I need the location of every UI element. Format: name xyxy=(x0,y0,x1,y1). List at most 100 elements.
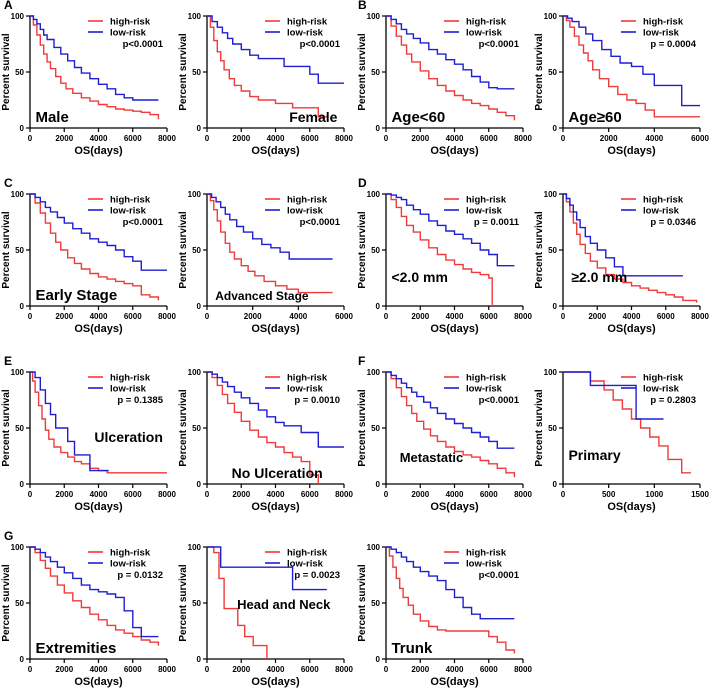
p-value-label: p<0.0001 xyxy=(300,217,341,228)
y-axis-title: Percent survival xyxy=(1,389,12,466)
x-axis-title: OS(days) xyxy=(74,501,123,513)
high-risk-curve xyxy=(207,15,327,118)
high-risk-curve xyxy=(30,371,167,474)
x-tick-label: 8000 xyxy=(335,134,353,143)
panel-letter: D xyxy=(358,176,367,190)
km-panel: 0 50 100 0 2000 4000 6000 8000 Percent survival O… xyxy=(178,12,353,157)
subgroup-label: Early Stage xyxy=(35,287,117,304)
y-tick-label: 0 xyxy=(376,655,381,664)
x-tick-label: 2000 xyxy=(232,134,250,143)
y-tick-label: 100 xyxy=(11,543,25,552)
x-tick-label: 2000 xyxy=(411,312,429,321)
y-tick-label: 100 xyxy=(544,190,558,199)
low-risk-curve xyxy=(386,193,515,267)
legend-label: high-risk xyxy=(110,373,151,384)
x-tick-label: 8000 xyxy=(514,312,532,321)
km-panel: 0 50 100 0 2000 4000 6000 8000 Percent survival O… xyxy=(1,354,176,513)
subgroup-label: Trunk xyxy=(391,640,432,657)
km-panel: 0 50 100 0 2000 4000 6000 8000 Percent survival O… xyxy=(1,529,176,688)
y-tick-label: 100 xyxy=(188,12,202,21)
x-tick-label: 6000 xyxy=(124,665,142,674)
legend-label: low-risk xyxy=(287,559,324,570)
km-panel: 0 50 100 0 2000 4000 6000 8000 Percent survival O… xyxy=(357,354,532,513)
p-value-label: p = 0.2803 xyxy=(650,395,696,406)
legend-label: low-risk xyxy=(110,28,147,39)
high-risk-curve xyxy=(207,546,268,659)
km-panel: 0 50 100 0 2000 4000 6000 8000 Percent survival O… xyxy=(357,543,532,688)
km-panel: 0 50 100 0 2000 4000 6000 8000 Percent survival O… xyxy=(1,0,176,157)
x-tick-label: 8000 xyxy=(158,312,176,321)
x-tick-label: 6000 xyxy=(124,134,142,143)
subgroup-label: Advanced Stage xyxy=(215,289,309,303)
x-axis-title: OS(days) xyxy=(251,323,300,335)
p-value-label: p<0.0001 xyxy=(300,39,341,50)
legend-label: high-risk xyxy=(287,195,328,206)
low-risk-curve xyxy=(386,371,515,449)
y-tick-label: 50 xyxy=(371,246,380,255)
low-risk-curve xyxy=(563,371,664,420)
p-value-label: p = 0.0023 xyxy=(294,570,340,581)
legend-label: low-risk xyxy=(466,384,503,395)
legend-label: high-risk xyxy=(466,195,507,206)
y-tick-label: 100 xyxy=(367,190,381,199)
y-tick-label: 0 xyxy=(20,480,25,489)
legend-label: high-risk xyxy=(643,195,684,206)
x-tick-label: 4000 xyxy=(446,312,464,321)
x-tick-label: 0 xyxy=(205,134,210,143)
y-tick-label: 100 xyxy=(367,543,381,552)
y-tick-label: 0 xyxy=(20,655,25,664)
x-tick-label: 8000 xyxy=(158,665,176,674)
high-risk-curve xyxy=(563,193,698,303)
low-risk-curve xyxy=(207,15,344,84)
y-tick-label: 100 xyxy=(544,12,558,21)
p-value-label: p<0.0001 xyxy=(479,570,520,581)
x-tick-label: 6000 xyxy=(657,312,675,321)
high-risk-curve xyxy=(386,193,493,306)
y-axis-title: Percent survival xyxy=(534,389,545,466)
y-tick-label: 50 xyxy=(15,246,24,255)
y-tick-label: 50 xyxy=(371,599,380,608)
legend-label: high-risk xyxy=(466,17,507,28)
x-axis-title: OS(days) xyxy=(74,145,123,157)
high-risk-curve xyxy=(386,371,516,478)
high-risk-curve xyxy=(386,15,516,121)
y-axis-title: Percent survival xyxy=(1,211,12,288)
y-tick-label: 100 xyxy=(367,12,381,21)
p-value-label: p = 0.0010 xyxy=(294,395,340,406)
legend-label: low-risk xyxy=(110,206,147,217)
subgroup-label: Head and Neck xyxy=(237,597,331,612)
y-tick-label: 50 xyxy=(371,424,380,433)
low-risk-curve xyxy=(207,371,344,448)
p-value-label: p = 0.0346 xyxy=(650,217,696,228)
panel-letter: B xyxy=(358,0,367,12)
y-axis-title: Percent survival xyxy=(178,211,189,288)
y-tick-label: 0 xyxy=(20,302,25,311)
legend-label: low-risk xyxy=(287,206,324,217)
x-tick-label: 8000 xyxy=(514,665,532,674)
x-tick-label: 0 xyxy=(384,134,389,143)
legend-label: high-risk xyxy=(110,17,151,28)
x-tick-label: 0 xyxy=(384,312,389,321)
legend-label: high-risk xyxy=(110,195,151,206)
x-tick-label: 0 xyxy=(28,490,33,499)
x-axis-title: OS(days) xyxy=(607,145,656,157)
x-tick-label: 1500 xyxy=(691,490,709,499)
x-tick-label: 0 xyxy=(205,665,210,674)
y-tick-label: 50 xyxy=(548,246,557,255)
x-tick-label: 6000 xyxy=(301,665,319,674)
x-tick-label: 6000 xyxy=(691,134,709,143)
low-risk-curve xyxy=(207,546,327,591)
x-tick-label: 1000 xyxy=(645,490,663,499)
x-axis-title: OS(days) xyxy=(430,676,479,688)
x-tick-label: 0 xyxy=(205,312,210,321)
subgroup-label: ≥2.0 mm xyxy=(571,269,627,285)
legend-label: high-risk xyxy=(287,548,328,559)
x-tick-label: 6000 xyxy=(124,490,142,499)
y-tick-label: 50 xyxy=(548,424,557,433)
x-tick-label: 2000 xyxy=(411,134,429,143)
x-tick-label: 4000 xyxy=(90,312,108,321)
legend-label: low-risk xyxy=(287,384,324,395)
x-tick-label: 8000 xyxy=(158,134,176,143)
subgroup-label: Primary xyxy=(568,447,620,463)
